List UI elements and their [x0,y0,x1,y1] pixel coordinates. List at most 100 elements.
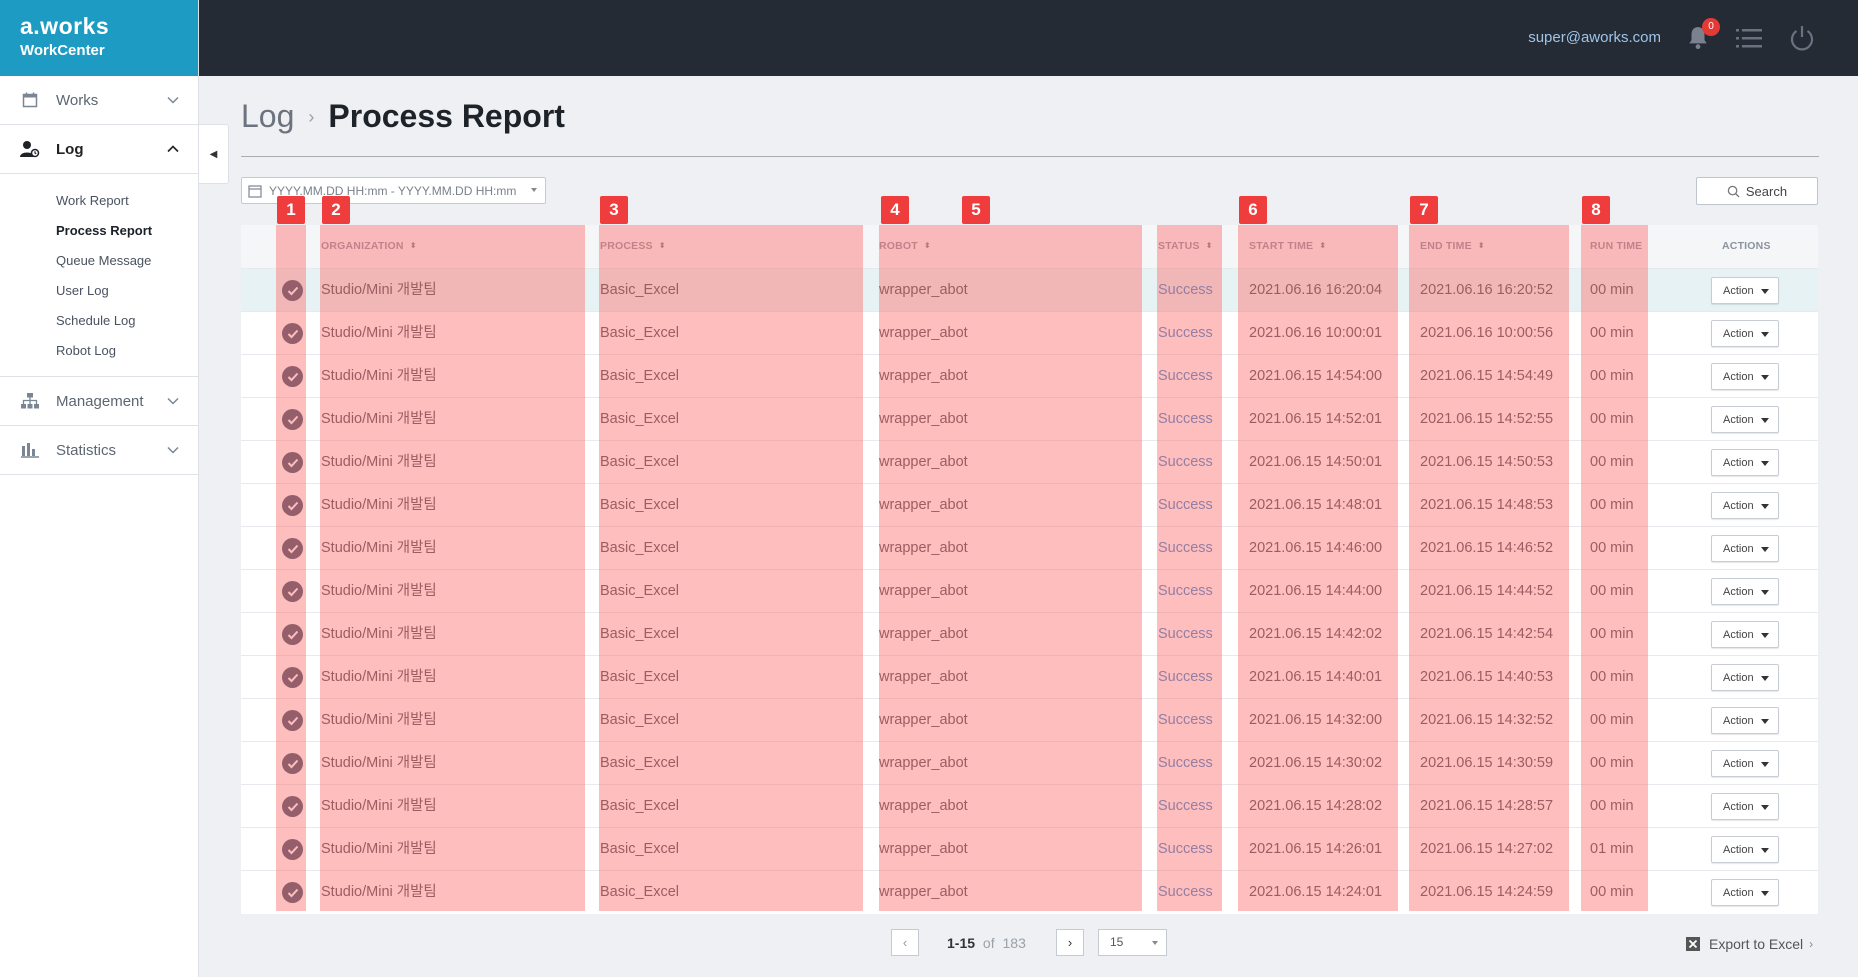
action-dropdown-button[interactable]: Action [1711,793,1779,820]
prev-page-button[interactable]: ‹ [891,929,919,956]
action-dropdown-button[interactable]: Action [1711,492,1779,519]
sidebar-item-statistics[interactable]: Statistics [0,426,198,475]
sidebar-subitem-work-report[interactable]: Work Report [56,193,129,208]
action-button-label: Action [1723,714,1754,727]
sidebar-subitem-queue-message[interactable]: Queue Message [56,253,152,268]
action-dropdown-button[interactable]: Action [1711,750,1779,777]
sidebar-item-log[interactable]: Log [0,125,198,174]
sidebar-collapse-button[interactable]: ◀ [199,124,229,184]
table-row[interactable]: Studio/Mini 개발팀 Basic_Excel wrapper_abot Su… [241,741,1818,784]
column-header-label: RUN TIME [1590,240,1643,252]
table-row[interactable]: Studio/Mini 개발팀 Basic_Excel wrapper_abot Su… [241,311,1818,354]
table-row[interactable]: Studio/Mini 개발팀 Basic_Excel wrapper_abot Su… [241,397,1818,440]
sidebar-subitem-user-log[interactable]: User Log [56,283,109,298]
cell-end-time: 2021.06.15 14:30:59 [1420,755,1554,771]
action-dropdown-button[interactable]: Action [1711,320,1779,347]
sidebar-item-works[interactable]: Works [0,76,198,125]
cell-start-time: 2021.06.15 14:46:00 [1249,540,1383,556]
bar-chart-icon [20,440,40,460]
breadcrumb-parent[interactable]: Log [241,98,295,134]
table-row[interactable]: Studio/Mini 개발팀 Basic_Excel wrapper_abot Su… [241,569,1818,612]
sort-icon: ⬍ [1319,241,1327,250]
column-header-label: END TIME [1420,240,1472,252]
sidebar-item-label: Management [56,392,144,410]
action-dropdown-button[interactable]: Action [1711,836,1779,863]
check-circle-icon [282,882,303,903]
cell-process: Basic_Excel [600,497,679,513]
cell-process: Basic_Excel [600,626,679,642]
chevron-down-icon [167,446,179,454]
page-size-select[interactable]: 15 [1098,929,1167,956]
cell-process: Basic_Excel [600,755,679,771]
next-page-button[interactable]: › [1056,929,1084,956]
cell-run-time: 00 min [1590,884,1634,900]
cell-run-time: 00 min [1590,411,1634,427]
caret-down-icon [1761,289,1769,294]
page-size-value: 15 [1110,935,1124,949]
action-dropdown-button[interactable]: Action [1711,707,1779,734]
table-row[interactable]: Studio/Mini 개발팀 Basic_Excel wrapper_abot Su… [241,784,1818,827]
cell-end-time: 2021.06.15 14:54:49 [1420,368,1554,384]
action-dropdown-button[interactable]: Action [1711,879,1779,906]
brand-subtitle: WorkCenter [20,42,105,59]
table-row[interactable]: Studio/Mini 개발팀 Basic_Excel wrapper_abot Su… [241,655,1818,698]
cell-robot: wrapper_abot [879,497,968,513]
caret-down-icon [531,188,537,192]
cell-end-time: 2021.06.15 14:27:02 [1420,841,1554,857]
column-header-status[interactable]: STATUS ⬍ [1158,225,1213,268]
caret-down-icon [1761,762,1769,767]
column-header-robot[interactable]: ROBOT ⬍ [879,225,931,268]
power-icon[interactable] [1788,24,1816,52]
action-dropdown-button[interactable]: Action [1711,664,1779,691]
export-to-excel-button[interactable]: Export to Excel › [1685,936,1813,952]
table-row[interactable]: Studio/Mini 개발팀 Basic_Excel wrapper_abot Su… [241,870,1818,913]
search-button[interactable]: Search [1696,177,1818,205]
annotation-marker-7: 7 [1410,196,1438,224]
table-row[interactable]: Studio/Mini 개발팀 Basic_Excel wrapper_abot Su… [241,354,1818,397]
caret-down-icon [1761,848,1769,853]
table-row[interactable]: Studio/Mini 개발팀 Basic_Excel wrapper_abot Su… [241,827,1818,870]
action-dropdown-button[interactable]: Action [1711,578,1779,605]
table-row[interactable]: Studio/Mini 개발팀 Basic_Excel wrapper_abot Su… [241,483,1818,526]
caret-down-icon [1761,375,1769,380]
sidebar-item-management[interactable]: Management [0,377,198,426]
table-row[interactable]: Studio/Mini 개발팀 Basic_Excel wrapper_abot Su… [241,612,1818,655]
cell-robot: wrapper_abot [879,411,968,427]
cell-organization: Studio/Mini 개발팀 [321,669,437,685]
check-circle-icon [282,796,303,817]
column-highlight-check [276,225,306,911]
sidebar-subitem-schedule-log[interactable]: Schedule Log [56,313,136,328]
column-header-process[interactable]: PROCESS ⬍ [600,225,666,268]
table-row[interactable]: Studio/Mini 개발팀 Basic_Excel wrapper_abot Su… [241,440,1818,483]
action-button-label: Action [1723,843,1754,856]
action-dropdown-button[interactable]: Action [1711,449,1779,476]
action-dropdown-button[interactable]: Action [1711,406,1779,433]
annotation-marker-1: 1 [277,196,305,224]
column-header-organization[interactable]: ORGANIZATION ⬍ [321,225,417,268]
sidebar-subitem-process-report[interactable]: Process Report [56,223,153,238]
table-row[interactable]: Studio/Mini 개발팀 Basic_Excel wrapper_abot Su… [241,698,1818,741]
column-highlight-process [599,225,863,911]
caret-down-icon [1152,941,1158,945]
sidebar-item-label: Statistics [56,441,117,459]
user-email[interactable]: super@aworks.com [1528,29,1661,46]
action-dropdown-button[interactable]: Action [1711,621,1779,648]
action-dropdown-button[interactable]: Action [1711,535,1779,562]
action-button-label: Action [1723,413,1754,426]
list-menu-icon[interactable] [1736,27,1762,49]
sidebar-subitem-robot-log[interactable]: Robot Log [56,343,116,358]
table-row[interactable]: Studio/Mini 개발팀 Basic_Excel wrapper_abot Su… [241,526,1818,569]
action-dropdown-button[interactable]: Action [1711,277,1779,304]
page-title: Process Report [328,98,565,134]
cell-status: Success [1158,669,1213,685]
table-row[interactable]: Studio/Mini 개발팀 Basic_Excel wrapper_abot Su… [241,268,1818,311]
action-dropdown-button[interactable]: Action [1711,363,1779,390]
brand[interactable]: a.works WorkCenter [0,0,198,76]
column-header-end-time[interactable]: END TIME ⬍ [1420,225,1485,268]
column-header-start-time[interactable]: START TIME ⬍ [1249,225,1326,268]
cell-status: Success [1158,755,1213,771]
cell-robot: wrapper_abot [879,368,968,384]
check-circle-icon [282,366,303,387]
column-header-label: ROBOT [879,240,918,252]
annotation-marker-8: 8 [1582,196,1610,224]
